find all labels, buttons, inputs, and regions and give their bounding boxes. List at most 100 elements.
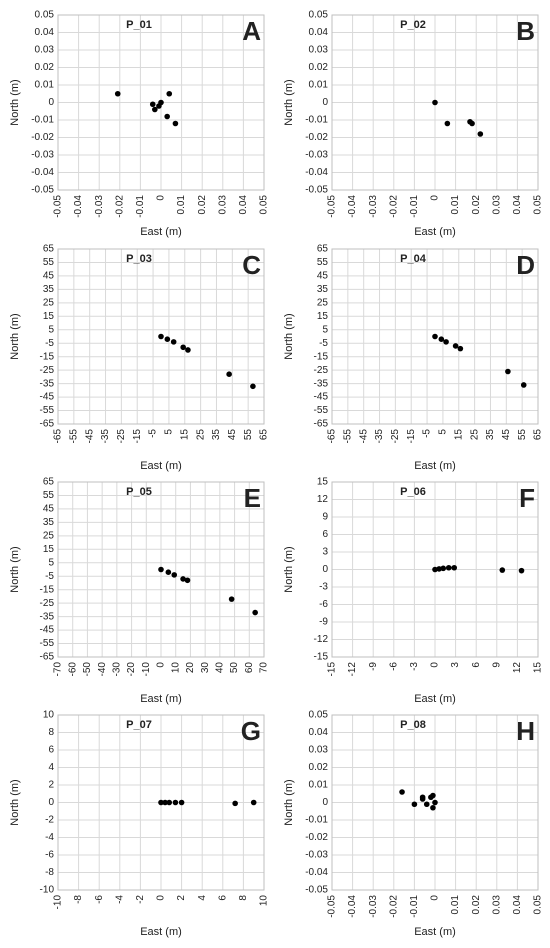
data-point <box>444 120 451 127</box>
x-tick-label: -0.03 <box>368 195 379 218</box>
x-tick-label: 65 <box>533 429 544 441</box>
data-point <box>180 576 186 582</box>
x-tick-label: -10 <box>53 895 64 910</box>
x-tick-label: -9 <box>368 662 379 671</box>
x-axis-label: East (m) <box>140 460 182 472</box>
y-tick-label: -12 <box>314 634 329 645</box>
data-point <box>432 566 438 573</box>
y-tick-label: 0.03 <box>35 45 55 56</box>
data-point <box>250 799 257 806</box>
x-tick-label: 0.02 <box>471 895 482 915</box>
y-axis-label: North (m) <box>9 79 21 125</box>
data-point <box>419 796 426 802</box>
y-tick-label: 0.02 <box>309 62 329 73</box>
plot-frame <box>331 481 539 658</box>
y-tick-label: 0.04 <box>309 727 329 738</box>
x-tick-label: 0 <box>156 895 167 901</box>
y-axis-label: North (m) <box>283 313 295 359</box>
x-axis-label: East (m) <box>140 926 182 938</box>
x-tick-label: 25 <box>195 429 206 441</box>
chart-title: P_04 <box>400 253 427 265</box>
y-tick-label: -8 <box>45 867 54 878</box>
y-tick-label: 9 <box>322 512 328 523</box>
x-tick-label: 0.02 <box>197 195 208 215</box>
y-tick-label: -5 <box>45 338 54 349</box>
data-point <box>499 567 506 573</box>
y-tick-label: 6 <box>48 745 54 756</box>
data-point <box>505 368 511 375</box>
x-tick-label: 30 <box>200 662 211 674</box>
chart-panel-e: -70 -60 -50 -40 -30 -20 -10 0 10 20 30 40 50 60 706555… <box>9 477 270 705</box>
y-tick-label: 35 <box>43 517 55 528</box>
y-tick-label: 55 <box>317 257 329 268</box>
x-axis-label: East (m) <box>414 693 456 705</box>
x-tick-label: 15 <box>179 429 190 441</box>
data-point <box>152 106 158 113</box>
x-tick-label: -0.04 <box>73 195 84 218</box>
x-tick-label: -8 <box>73 895 84 904</box>
y-tick-label: 15 <box>43 311 55 322</box>
panel-letter: E <box>244 483 261 513</box>
data-point <box>228 596 235 602</box>
data-point <box>432 799 438 806</box>
panel-letter: F <box>519 483 535 513</box>
y-tick-label: 0.04 <box>35 27 55 38</box>
y-tick-label: -25 <box>40 598 55 609</box>
data-point <box>457 345 464 352</box>
data-point <box>232 800 238 807</box>
x-tick-label: -0.03 <box>368 895 379 918</box>
y-tick-label: 65 <box>317 244 329 255</box>
y-tick-label: -0.04 <box>31 167 54 178</box>
y-tick-label: -55 <box>40 638 55 649</box>
y-tick-label: 12 <box>317 494 329 505</box>
y-tick-label: -35 <box>314 378 329 389</box>
y-tick-label: -25 <box>40 365 55 376</box>
y-tick-label: -15 <box>40 584 55 595</box>
y-tick-label: 5 <box>48 324 54 335</box>
data-point <box>452 343 459 349</box>
x-tick-label: -70 <box>53 662 64 677</box>
y-tick-label: -25 <box>314 365 329 376</box>
y-tick-label: -0.01 <box>305 815 328 826</box>
data-point <box>185 347 191 353</box>
y-tick-label: 65 <box>43 477 55 488</box>
x-tick-label: -3 <box>409 662 420 671</box>
data-point <box>430 804 436 811</box>
data-point <box>423 801 430 808</box>
x-tick-label: 6 <box>217 895 228 901</box>
data-point <box>165 569 172 575</box>
x-tick-label: 8 <box>238 895 249 901</box>
data-point <box>520 382 527 388</box>
x-axis-label: East (m) <box>414 226 456 238</box>
y-axis-label: North (m) <box>283 79 295 125</box>
data-point <box>451 564 458 571</box>
x-tick-label: 0.01 <box>450 895 461 915</box>
data-point <box>252 609 258 616</box>
y-tick-label: 4 <box>48 762 54 773</box>
x-tick-label: 3 <box>450 662 461 668</box>
y-tick-label: -35 <box>40 611 55 622</box>
y-tick-label: -3 <box>319 582 328 593</box>
y-tick-label: 0.05 <box>35 10 55 21</box>
data-point <box>149 101 156 108</box>
x-tick-label: -0.02 <box>388 895 399 918</box>
chart-panel-f: -15 -12 -9 -6 -3 0 3 6 9 12 15 15 12 9 6 3 0 -3 -6 -9 -12 -15… <box>283 477 544 705</box>
x-tick-label: -5 <box>422 429 433 438</box>
x-tick-label: 50 <box>229 662 240 674</box>
y-tick-label: -0.03 <box>305 850 328 861</box>
data-point <box>180 344 186 351</box>
y-tick-label: 55 <box>43 490 55 501</box>
y-tick-label: -4 <box>45 832 54 843</box>
x-tick-label: -50 <box>82 662 93 677</box>
data-point <box>162 799 168 806</box>
data-point <box>164 336 171 342</box>
x-tick-label: 45 <box>227 429 238 441</box>
y-tick-label: -45 <box>40 392 55 403</box>
y-tick-label: 25 <box>43 530 55 541</box>
x-tick-label: 10 <box>259 895 270 907</box>
x-tick-label: -0.05 <box>53 195 64 218</box>
x-tick-label: -0.02 <box>388 195 399 218</box>
x-tick-label: 55 <box>517 429 528 441</box>
x-tick-label: -65 <box>53 429 64 444</box>
